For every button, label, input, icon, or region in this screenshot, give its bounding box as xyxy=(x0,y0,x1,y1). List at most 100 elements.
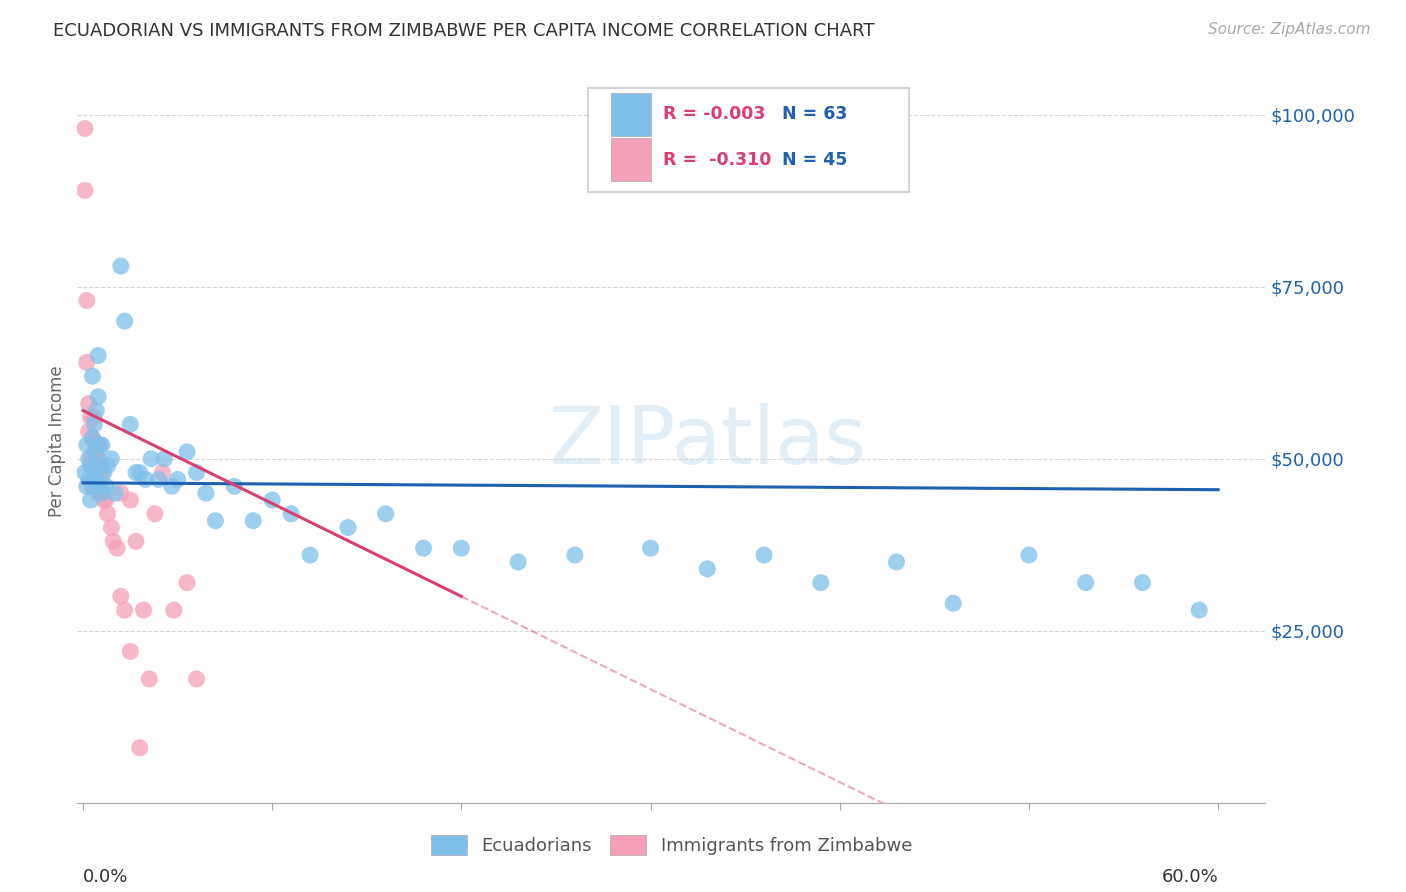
Point xyxy=(76,479,98,493)
Point xyxy=(89,458,111,473)
Point xyxy=(82,458,104,473)
Point xyxy=(104,486,127,500)
Point xyxy=(84,445,107,459)
Point xyxy=(204,514,226,528)
Point xyxy=(83,410,105,425)
Point xyxy=(87,472,110,486)
Point xyxy=(84,458,107,473)
Point xyxy=(89,479,111,493)
Text: R =  -0.310: R = -0.310 xyxy=(664,151,772,169)
Point xyxy=(87,438,110,452)
Point xyxy=(82,479,104,493)
Point xyxy=(89,438,111,452)
Point xyxy=(84,438,107,452)
Point xyxy=(84,403,107,417)
Y-axis label: Per Capita Income: Per Capita Income xyxy=(48,366,66,517)
Point xyxy=(83,445,105,459)
Point xyxy=(90,438,112,452)
Point xyxy=(90,466,112,480)
Point xyxy=(886,555,908,569)
Text: 60.0%: 60.0% xyxy=(1161,868,1218,886)
Point xyxy=(160,479,183,493)
Point xyxy=(132,603,155,617)
Point xyxy=(94,493,117,508)
Point xyxy=(139,451,162,466)
Point xyxy=(1074,575,1097,590)
Point xyxy=(79,451,101,466)
Point xyxy=(77,424,100,438)
Point xyxy=(97,458,120,473)
Text: N = 45: N = 45 xyxy=(782,151,848,169)
Point xyxy=(120,644,142,658)
Point xyxy=(508,555,530,569)
Point xyxy=(186,672,208,686)
Point xyxy=(82,479,104,493)
Point xyxy=(942,596,965,610)
Point xyxy=(87,349,110,363)
Point xyxy=(77,451,100,466)
Text: Source: ZipAtlas.com: Source: ZipAtlas.com xyxy=(1208,22,1371,37)
Point xyxy=(450,541,472,556)
Point xyxy=(89,466,111,480)
Point xyxy=(120,493,142,508)
Point xyxy=(336,520,359,534)
Point xyxy=(242,514,264,528)
Point xyxy=(564,548,586,562)
Point xyxy=(166,472,188,486)
Point xyxy=(640,541,662,556)
Point xyxy=(87,486,110,500)
Point xyxy=(752,548,775,562)
Point xyxy=(224,479,246,493)
Point xyxy=(176,445,198,459)
Point xyxy=(120,417,142,432)
Point xyxy=(82,431,104,445)
Point xyxy=(73,121,96,136)
Point xyxy=(1188,603,1211,617)
Point xyxy=(280,507,302,521)
Point xyxy=(79,410,101,425)
FancyBboxPatch shape xyxy=(610,138,651,181)
Point xyxy=(176,575,198,590)
Point xyxy=(84,472,107,486)
Point xyxy=(76,293,98,308)
Point xyxy=(84,472,107,486)
Point xyxy=(194,486,217,500)
Text: ZIPatlas: ZIPatlas xyxy=(548,402,866,481)
Point xyxy=(82,431,104,445)
Point xyxy=(374,507,396,521)
Point xyxy=(125,466,148,480)
Point xyxy=(89,458,111,473)
Point xyxy=(89,479,111,493)
Point xyxy=(143,507,166,521)
Point xyxy=(128,740,150,755)
Point xyxy=(810,575,832,590)
Point xyxy=(97,507,120,521)
Point xyxy=(696,562,718,576)
FancyBboxPatch shape xyxy=(588,87,910,193)
Point xyxy=(82,369,104,384)
Point xyxy=(114,603,136,617)
Text: ECUADORIAN VS IMMIGRANTS FROM ZIMBABWE PER CAPITA INCOME CORRELATION CHART: ECUADORIAN VS IMMIGRANTS FROM ZIMBABWE P… xyxy=(53,22,875,40)
Point xyxy=(93,466,115,480)
Point xyxy=(163,603,186,617)
Point xyxy=(73,183,96,197)
Point xyxy=(73,466,96,480)
Point xyxy=(125,534,148,549)
Point xyxy=(87,451,110,466)
Point xyxy=(77,472,100,486)
Point xyxy=(77,397,100,411)
Point xyxy=(93,493,115,508)
Point xyxy=(103,534,125,549)
Point xyxy=(114,314,136,328)
Point xyxy=(412,541,434,556)
Point xyxy=(134,472,156,486)
Point xyxy=(83,417,105,432)
Point xyxy=(128,466,150,480)
Point xyxy=(90,486,112,500)
Point xyxy=(90,486,112,500)
Point xyxy=(110,486,132,500)
Point xyxy=(105,541,128,556)
Point xyxy=(138,672,160,686)
Point xyxy=(79,493,101,508)
Point xyxy=(110,590,132,604)
